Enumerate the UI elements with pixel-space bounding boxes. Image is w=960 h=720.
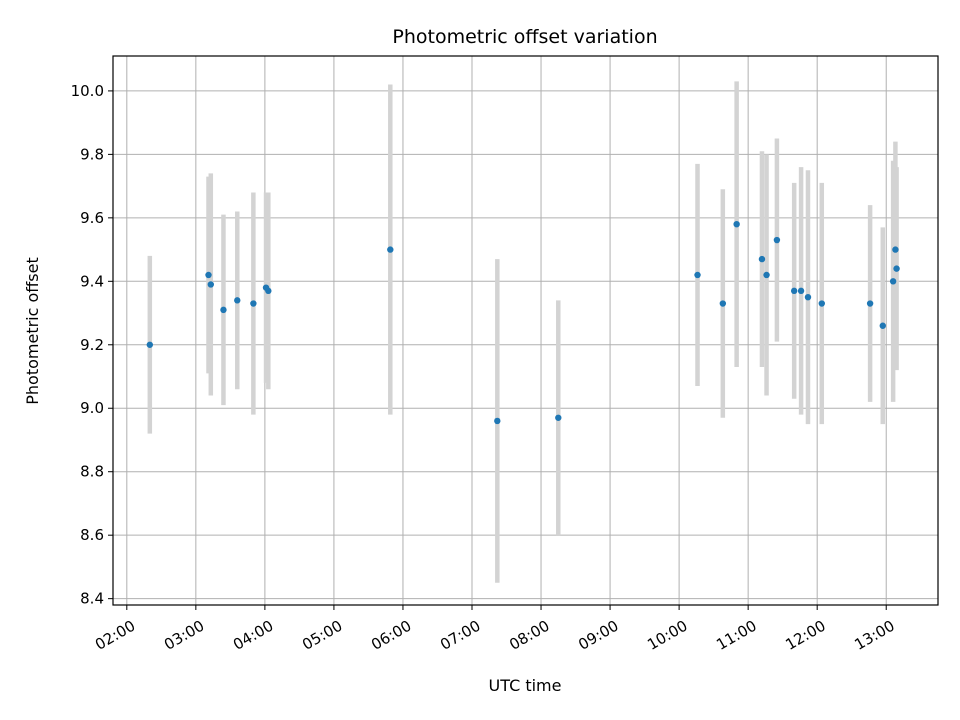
y-tick-label: 9.8 — [80, 145, 104, 163]
data-point — [494, 417, 501, 425]
data-point — [387, 246, 394, 253]
plot-frame — [112, 55, 939, 606]
y-tick-label: 10.0 — [71, 82, 104, 100]
y-tick-label: 8.4 — [80, 590, 104, 608]
data-point — [866, 300, 874, 307]
data-point — [797, 287, 805, 295]
data-point — [892, 246, 899, 253]
y-tick-label: 9.6 — [80, 209, 104, 227]
data-point — [250, 300, 257, 307]
data-point — [879, 322, 886, 329]
data-point — [804, 293, 812, 301]
y-axis-ticks: 8.4 8.6 8.8 9.0 9.2 9.4 9.6 9.8 10.0 — [71, 82, 113, 608]
y-tick-label: 8.8 — [80, 463, 104, 481]
data-point — [818, 300, 825, 307]
y-tick-label: 9.4 — [80, 272, 104, 290]
y-tick-label: 9.2 — [80, 336, 104, 354]
data-point — [790, 287, 798, 295]
y-tick-label: 8.6 — [80, 526, 104, 544]
x-axis-label: UTC time — [489, 676, 562, 695]
y-tick-label: 9.0 — [80, 399, 104, 417]
data-point — [220, 306, 227, 314]
data-point — [694, 271, 701, 279]
grid — [113, 56, 938, 605]
data-point — [205, 271, 212, 279]
data-point — [719, 300, 727, 307]
data-point — [234, 297, 241, 304]
data-point — [773, 236, 781, 244]
data-point — [265, 287, 272, 295]
data-point — [758, 255, 766, 263]
data-point — [893, 265, 900, 272]
data-points — [146, 220, 900, 425]
data-point — [146, 341, 154, 348]
data-point — [763, 271, 770, 279]
data-point — [733, 220, 740, 228]
y-axis-label: Photometric offset — [23, 257, 42, 405]
data-point — [555, 414, 562, 421]
chart-title: Photometric offset variation — [392, 26, 657, 48]
data-point — [889, 278, 897, 285]
data-point — [207, 281, 215, 288]
